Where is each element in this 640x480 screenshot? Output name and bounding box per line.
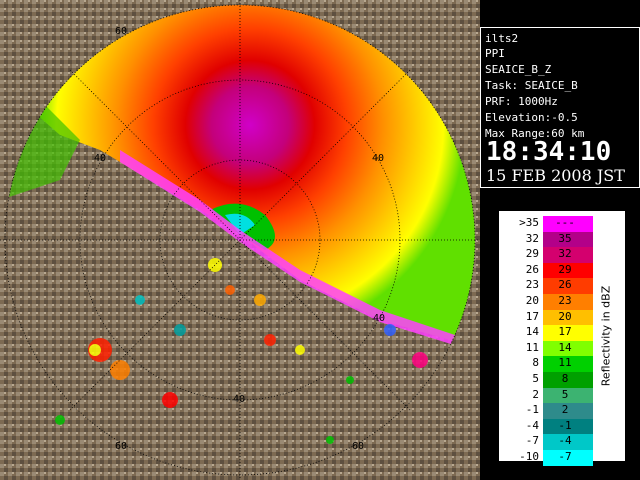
legend-row: >35 ---: [509, 216, 593, 232]
legend-row: 29 32: [509, 247, 593, 263]
range-ring-label: 40: [373, 313, 386, 324]
legend-color-swatch: ---: [543, 216, 593, 232]
legend-lower-bound: -1: [525, 403, 539, 417]
product-name: SEAICE_B_Z: [485, 63, 552, 76]
legend-lower-bound: >35: [519, 216, 539, 229]
legend-color-swatch: -1: [543, 418, 593, 435]
legend-upper-bound: 35: [558, 231, 572, 245]
legend-color-swatch: 35: [543, 231, 593, 248]
legend-row: -10 -7: [509, 450, 593, 466]
legend-lower-bound: 14: [525, 325, 539, 339]
legend-upper-bound: 20: [558, 309, 572, 323]
legend-lower-bound: 8: [532, 356, 539, 370]
legend-color-swatch: 26: [543, 278, 593, 294]
legend-color-swatch: 11: [543, 356, 593, 372]
legend-color-swatch: -4: [543, 434, 593, 450]
prf-value: PRF: 1000Hz: [485, 95, 558, 108]
range-ring-label: 40: [233, 394, 246, 405]
legend-upper-bound: ---: [555, 216, 575, 229]
scan-time: 18:34:10: [486, 137, 612, 167]
radar-image: [0, 0, 480, 480]
legend-lower-bound: 20: [525, 294, 539, 307]
legend-lower-bound: 17: [525, 309, 539, 323]
legend-upper-bound: 5: [561, 387, 569, 401]
legend-upper-bound: -4: [558, 434, 572, 448]
legend-lower-bound: 26: [525, 262, 539, 276]
legend-upper-bound: 29: [558, 262, 572, 276]
scan-info-panel: ilts2 PPI SEAICE_B_Z Task: SEAICE_B PRF:…: [480, 27, 640, 188]
radar-ppi-display[interactable]: 60 40 40 40 40 60 60: [0, 0, 480, 480]
legend-row: 26 29: [509, 262, 593, 279]
range-ring-label: 40: [372, 153, 385, 164]
legend-color-swatch: 23: [543, 294, 593, 310]
site-name: ilts2: [485, 32, 519, 45]
legend-color-swatch: 5: [543, 387, 593, 404]
legend-lower-bound: 23: [525, 278, 539, 292]
legend-row: 14 17: [509, 325, 593, 341]
scan-date: 15 FEB 2008 JST: [486, 166, 625, 185]
legend-color-swatch: 32: [543, 247, 593, 263]
legend-upper-bound: 8: [561, 372, 569, 385]
legend-row: 32 35: [509, 231, 593, 248]
legend-upper-bound: 23: [558, 294, 572, 307]
color-legend: >35 --- 32 35 29 32 26 29 23 26 20 23 17 20 14 17 11 14 8 1…: [498, 210, 626, 466]
legend-lower-bound: 5: [532, 372, 539, 385]
task-name: Task: SEAICE_B: [485, 79, 578, 92]
legend-upper-bound: -7: [558, 450, 572, 463]
range-ring-label: 40: [94, 153, 107, 164]
scan-type: PPI: [485, 47, 505, 60]
legend-upper-bound: -1: [558, 418, 572, 432]
legend-lower-bound: -10: [519, 450, 539, 463]
legend-lower-bound: -4: [525, 418, 539, 432]
legend-upper-bound: 26: [558, 278, 572, 292]
legend-upper-bound: 11: [558, 356, 572, 370]
legend-row: 23 26: [509, 278, 593, 294]
legend-lower-bound: 32: [525, 231, 539, 245]
legend-title: Reflectivity in dBZ: [599, 285, 613, 387]
legend-color-swatch: 8: [543, 372, 593, 388]
legend-color-swatch: 2: [543, 403, 593, 419]
legend-color-swatch: 20: [543, 309, 593, 326]
range-ring-label: 60: [115, 26, 128, 37]
legend-lower-bound: 2: [532, 387, 539, 401]
legend-color-swatch: 29: [543, 262, 593, 279]
legend-color-swatch: -7: [543, 450, 593, 466]
legend-row: 17 20: [509, 309, 593, 326]
legend-row: -1 2: [509, 403, 593, 419]
land-echo-spots: [55, 258, 428, 444]
range-ring-label: 60: [352, 441, 365, 452]
legend-upper-bound: 14: [558, 340, 572, 354]
legend-upper-bound: 32: [558, 247, 572, 261]
legend-lower-bound: 29: [525, 247, 539, 261]
legend-row: 8 11: [509, 356, 593, 372]
legend-upper-bound: 17: [558, 325, 572, 339]
legend-row: 20 23: [509, 294, 593, 310]
legend-upper-bound: 2: [561, 403, 569, 417]
legend-row: 11 14: [509, 340, 593, 357]
legend-lower-bound: 11: [525, 340, 539, 354]
max-range-value: Max Range:60 km: [485, 127, 585, 140]
legend-row: -4 -1: [509, 418, 593, 435]
elevation-value: Elevation:-0.5: [485, 111, 578, 124]
legend-lower-bound: -7: [525, 434, 539, 448]
legend-row: -7 -4: [509, 434, 593, 450]
legend-color-swatch: 14: [543, 340, 593, 357]
legend-color-swatch: 17: [543, 325, 593, 341]
range-ring-label: 60: [115, 441, 128, 452]
